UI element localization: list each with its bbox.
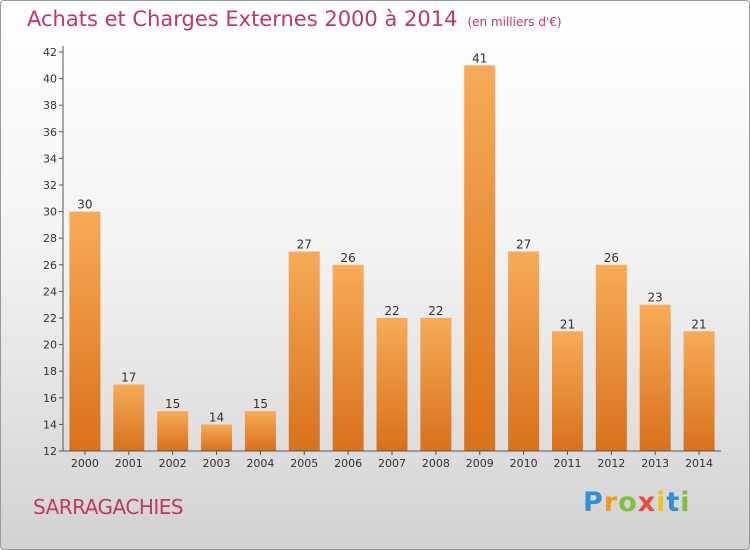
chart-title: Achats et Charges Externes 2000 à 2014 (e…: [27, 7, 562, 31]
x-tick-label: 2012: [597, 457, 625, 470]
bar-value-label: 23: [648, 291, 663, 305]
bar-2014: [683, 331, 715, 451]
bar-2005: [288, 251, 320, 451]
logo-letter: i: [656, 487, 667, 518]
x-tick-label: 2004: [246, 457, 274, 470]
x-tick-label: 2000: [71, 457, 99, 470]
logo-letter: o: [618, 487, 638, 518]
bar-2001: [113, 384, 145, 451]
bar-2003: [201, 424, 233, 451]
y-tick-label: 28: [43, 232, 57, 245]
bar-value-label: 22: [428, 304, 443, 318]
bar-value-label: 22: [384, 304, 399, 318]
y-tick-label: 26: [43, 259, 57, 272]
y-tick-label: 30: [43, 206, 57, 219]
y-tick-label: 32: [43, 179, 57, 192]
bar-value-label: 27: [297, 238, 312, 252]
commune-name: SARRAGACHIES: [33, 495, 184, 519]
y-tick-label: 38: [43, 99, 57, 112]
y-tick-label: 12: [43, 445, 57, 458]
bar-value-label: 30: [77, 198, 92, 212]
bar-2007: [376, 318, 408, 451]
bar-2008: [420, 318, 452, 451]
x-tick-label: 2003: [203, 457, 231, 470]
bar-value-label: 14: [209, 410, 224, 424]
y-tick-label: 34: [43, 152, 57, 165]
x-tick-label: 2006: [334, 457, 362, 470]
proxiti-logo: Proxiti: [583, 487, 691, 518]
logo-letter: t: [666, 487, 681, 518]
bar-value-label: 17: [121, 371, 136, 385]
x-axis: 2000 2001 2002 2003 2004 2005 2006 2007 2008 2009…: [63, 450, 721, 470]
bar-value-label: 15: [165, 397, 180, 411]
bar-value-label: 21: [560, 317, 575, 331]
bar-value-label: 15: [253, 397, 268, 411]
x-tick-label: 2001: [115, 457, 143, 470]
y-tick-label: 18: [43, 365, 57, 378]
bar-2004: [244, 411, 276, 451]
logo-letter: P: [583, 487, 604, 518]
x-tick-label: 2005: [290, 457, 318, 470]
x-tick-label: 2007: [378, 457, 406, 470]
x-tick-label: 2014: [685, 457, 713, 470]
bar-value-label: 41: [472, 51, 487, 65]
x-tick-label: 2011: [553, 457, 581, 470]
bar-2012: [595, 264, 627, 451]
chart-title-text: Achats et Charges Externes 2000 à 2014: [27, 7, 458, 31]
bar-2006: [332, 264, 364, 451]
y-tick-label: 24: [43, 285, 57, 298]
y-tick-label: 20: [43, 339, 57, 352]
y-tick-label: 36: [43, 126, 57, 139]
y-tick-label: 14: [43, 418, 57, 431]
y-tick-label: 22: [43, 312, 57, 325]
x-tick-label: 2008: [422, 457, 450, 470]
x-tick-label: 2013: [641, 457, 669, 470]
bar-2000: [69, 211, 101, 451]
bar-value-label: 21: [691, 317, 706, 331]
y-tick-label: 16: [43, 392, 57, 405]
x-tick-label: 2009: [466, 457, 494, 470]
bar-2013: [639, 304, 671, 451]
logo-letter: i: [680, 487, 691, 518]
y-axis: 12 14 16 18 20 22 24 26 28 30 32 34 36 38 40 42: [43, 46, 64, 458]
bar-value-label: 26: [340, 251, 355, 265]
bar-value-label: 27: [516, 238, 531, 252]
logo-letter: r: [603, 487, 619, 518]
y-tick-label: 40: [43, 73, 57, 86]
bars-group: 30 17 15 14 15 27 26 22 22 41 27 21 26 23 21: [69, 51, 715, 452]
logo-letter: x: [637, 487, 657, 518]
x-tick-label: 2002: [159, 457, 187, 470]
bar-2010: [508, 251, 540, 451]
bar-2002: [157, 411, 189, 451]
bar-2011: [551, 331, 583, 451]
chart-subtitle: (en milliers d'€): [467, 15, 562, 29]
bar-value-label: 26: [604, 251, 619, 265]
bar-2009: [464, 65, 496, 452]
x-tick-label: 2010: [510, 457, 538, 470]
y-tick-label: 42: [43, 46, 57, 59]
